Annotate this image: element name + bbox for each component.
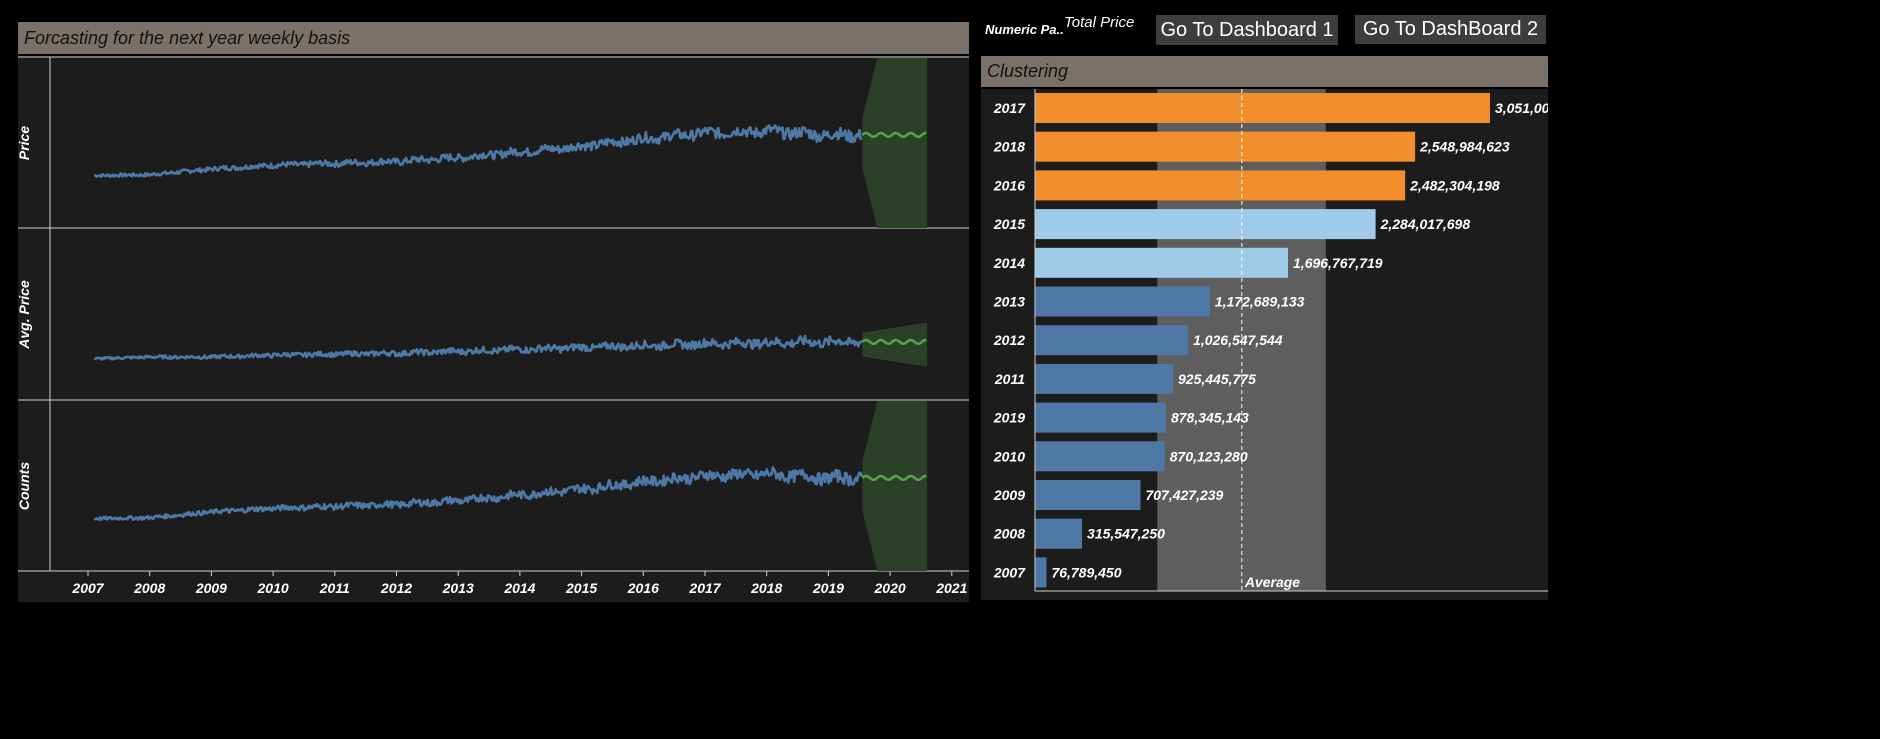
bar-2011[interactable]	[1035, 363, 1174, 394]
year-label-2018: 2018	[993, 139, 1025, 155]
x-tick-2015: 2015	[565, 580, 597, 596]
x-tick-2009: 2009	[195, 580, 227, 596]
value-label-2010: 870,123,280	[1170, 448, 1248, 464]
bar-2008[interactable]	[1035, 518, 1083, 549]
average-label: Average	[1244, 574, 1300, 590]
clustering-panel: 2017 3,051,009,584 2018 2,548,984,623 2016 2,…	[981, 89, 1585, 600]
value-label-2019: 878,345,143	[1171, 410, 1249, 426]
actual-line-avg-price	[93, 334, 863, 361]
year-label-2007: 2007	[993, 564, 1026, 580]
value-label-2012: 1,026,547,544	[1193, 332, 1283, 348]
bar-2017[interactable]	[1035, 93, 1490, 123]
value-label-2016: 2,482,304,198	[1409, 177, 1500, 193]
x-tick-2016: 2016	[627, 580, 659, 596]
x-tick-2010: 2010	[257, 580, 289, 596]
bar-2012[interactable]	[1035, 325, 1189, 356]
x-tick-2018: 2018	[750, 580, 782, 596]
bar-2018[interactable]	[1035, 131, 1416, 162]
clustering-title: Clustering	[987, 61, 1069, 81]
value-label-2017: 3,051,009,584	[1495, 100, 1548, 116]
row-label-counts: Counts	[18, 462, 32, 510]
year-label-2019: 2019	[993, 410, 1025, 426]
numeric-parameter-value[interactable]: Total Price	[1064, 14, 1135, 31]
x-tick-2014: 2014	[503, 580, 535, 596]
x-tick-2017: 2017	[688, 580, 721, 596]
bar-2010[interactable]	[1035, 441, 1165, 472]
go-to-dashboard-2-button[interactable]: Go To DashBoard 2	[1355, 15, 1546, 44]
bar-2015[interactable]	[1035, 209, 1376, 240]
forecast-chart: Price Avg. Price Counts 2007 2008 2009 2010 20…	[16, 56, 969, 596]
bar-2007[interactable]	[1035, 557, 1047, 588]
actual-line-price	[93, 124, 863, 178]
forecast-panel: Price Avg. Price Counts 2007 2008 2009 2010 20…	[16, 56, 969, 602]
year-label-2014: 2014	[993, 255, 1025, 271]
year-label-2017: 2017	[993, 100, 1026, 116]
value-label-2007: 76,789,450	[1051, 564, 1121, 580]
value-label-2014: 1,696,767,719	[1293, 255, 1383, 271]
value-label-2015: 2,284,017,698	[1380, 216, 1471, 232]
value-label-2018: 2,548,984,623	[1419, 139, 1510, 155]
clustering-title-bar: Clustering	[981, 56, 1548, 87]
row-label-price: Price	[18, 126, 32, 160]
numeric-parameter-label: Numeric Pa..	[985, 22, 1064, 37]
row-label-avg-price: Avg. Price	[18, 280, 32, 350]
x-tick-2008: 2008	[133, 580, 165, 596]
forecast-title: Forcasting for the next year weekly basi…	[24, 27, 351, 48]
go-to-dashboard-1-button[interactable]: Go To Dashboard 1	[1156, 15, 1338, 45]
x-tick-2019: 2019	[812, 580, 844, 596]
x-tick-2007: 2007	[71, 580, 104, 596]
x-tick-2012: 2012	[380, 580, 412, 596]
forecast-title-bar: Forcasting for the next year weekly basi…	[18, 22, 969, 54]
year-label-2012: 2012	[993, 332, 1025, 348]
year-label-2015: 2015	[993, 216, 1025, 232]
year-label-2016: 2016	[993, 177, 1025, 193]
value-label-2011: 925,445,775	[1178, 371, 1256, 387]
year-label-2010: 2010	[993, 448, 1025, 464]
year-label-2013: 2013	[993, 294, 1025, 310]
forecast-band-avg-price	[862, 322, 928, 367]
year-label-2008: 2008	[993, 526, 1025, 542]
value-label-2013: 1,172,689,133	[1215, 294, 1305, 310]
actual-line-counts	[93, 466, 864, 521]
bar-2019[interactable]	[1035, 402, 1166, 433]
bar-2009[interactable]	[1035, 480, 1141, 510]
forecast-line-price	[861, 131, 927, 139]
forecast-line-avg-price	[861, 338, 927, 346]
year-label-2009: 2009	[993, 487, 1025, 503]
year-label-2011: 2011	[994, 371, 1025, 387]
bar-2016[interactable]	[1035, 170, 1406, 201]
forecast-band-counts	[862, 401, 928, 571]
x-tick-2021: 2021	[935, 580, 967, 596]
bar-2014[interactable]	[1035, 247, 1289, 278]
x-tick-2020: 2020	[874, 580, 906, 596]
clustering-chart: 2017 3,051,009,584 2018 2,548,984,623 2016 2,…	[993, 89, 1585, 592]
value-label-2008: 315,547,250	[1087, 526, 1165, 542]
bar-2013[interactable]	[1035, 286, 1210, 317]
value-label-2009: 707,427,239	[1145, 487, 1223, 503]
forecast-band-price	[862, 58, 928, 228]
x-tick-2011: 2011	[319, 580, 350, 596]
forecast-line-counts	[861, 474, 927, 482]
x-tick-2013: 2013	[442, 580, 474, 596]
